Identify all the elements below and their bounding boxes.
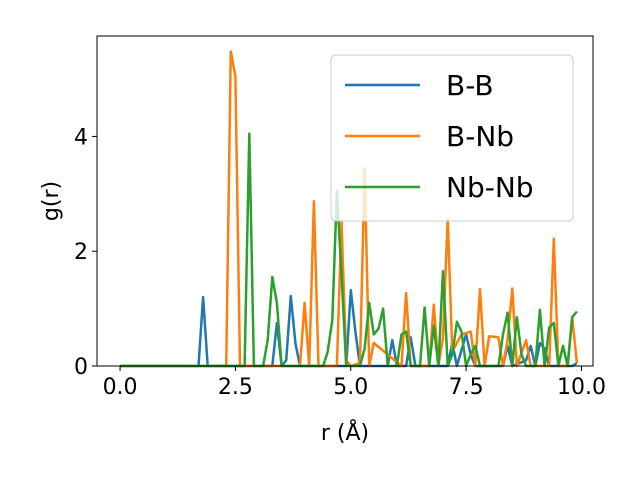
y-tick-label: 0 — [74, 355, 88, 380]
x-axis-ticks: 0.0 2.5 5.0 7.5 10.0 — [103, 366, 606, 400]
x-tick-label: 5.0 — [333, 375, 368, 400]
y-axis-ticks: 0 2 4 — [74, 125, 97, 380]
plot-frame — [96, 35, 594, 367]
legend-label-b-b: B-B — [446, 69, 494, 102]
x-tick-label: 10.0 — [557, 375, 606, 400]
x-tick-label: 2.5 — [218, 375, 253, 400]
y-tick-label: 2 — [74, 240, 88, 265]
legend-box — [330, 54, 574, 222]
legend-label-b-nb: B-Nb — [446, 120, 514, 153]
y-axis-label: g(r) — [39, 181, 64, 221]
x-tick-label: 7.5 — [449, 375, 484, 400]
x-tick-label: 0.0 — [103, 375, 138, 400]
x-axis-label: r (Å) — [321, 419, 369, 446]
legend: B-B B-Nb Nb-Nb — [330, 54, 574, 222]
legend-label-nb-nb: Nb-Nb — [446, 171, 534, 204]
y-tick-label: 4 — [74, 125, 88, 150]
